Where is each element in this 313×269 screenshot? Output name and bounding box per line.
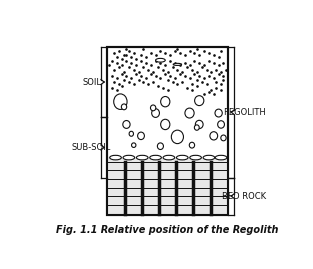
Text: BED ROCK: BED ROCK <box>222 192 266 201</box>
Ellipse shape <box>171 130 183 144</box>
Ellipse shape <box>177 155 188 160</box>
Ellipse shape <box>161 119 170 130</box>
Ellipse shape <box>173 63 182 65</box>
Ellipse shape <box>157 143 163 150</box>
Ellipse shape <box>152 109 159 117</box>
Ellipse shape <box>136 155 148 160</box>
Ellipse shape <box>110 155 121 160</box>
Text: SUB-SOIL: SUB-SOIL <box>72 143 111 152</box>
Ellipse shape <box>163 155 175 160</box>
Ellipse shape <box>215 109 222 117</box>
Bar <box>107 47 228 215</box>
Ellipse shape <box>190 155 201 160</box>
Bar <box>107 157 228 215</box>
Text: Fig. 1.1 Relative position of the Regolith: Fig. 1.1 Relative position of the Regoli… <box>56 225 279 235</box>
Ellipse shape <box>189 142 195 148</box>
Ellipse shape <box>221 135 226 141</box>
Ellipse shape <box>123 155 135 160</box>
Ellipse shape <box>195 120 203 129</box>
Ellipse shape <box>194 125 199 130</box>
Ellipse shape <box>131 143 136 147</box>
Text: SOIL: SOIL <box>83 77 102 87</box>
Ellipse shape <box>185 108 194 118</box>
Ellipse shape <box>114 94 127 109</box>
Ellipse shape <box>210 132 218 140</box>
Ellipse shape <box>218 121 224 128</box>
Ellipse shape <box>156 58 165 62</box>
Ellipse shape <box>138 132 144 140</box>
Ellipse shape <box>215 155 227 160</box>
Ellipse shape <box>123 121 130 128</box>
Ellipse shape <box>195 96 204 106</box>
Text: REGOLITH: REGOLITH <box>223 108 265 117</box>
Ellipse shape <box>129 131 133 136</box>
Ellipse shape <box>161 97 170 107</box>
Ellipse shape <box>121 104 127 110</box>
Ellipse shape <box>151 105 156 111</box>
Ellipse shape <box>150 155 162 160</box>
Bar <box>107 47 228 215</box>
Ellipse shape <box>203 155 215 160</box>
